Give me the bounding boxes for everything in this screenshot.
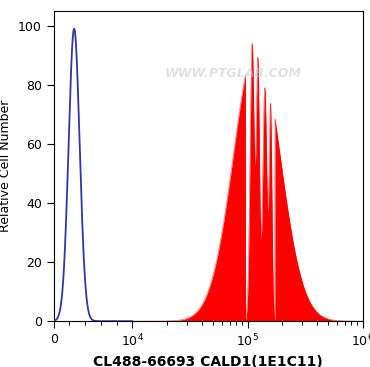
Text: WWW.PTGLAB.COM: WWW.PTGLAB.COM — [164, 66, 301, 80]
X-axis label: CL488-66693 CALD1(1E1C11): CL488-66693 CALD1(1E1C11) — [93, 355, 323, 367]
Y-axis label: Relative Cell Number: Relative Cell Number — [0, 100, 13, 232]
